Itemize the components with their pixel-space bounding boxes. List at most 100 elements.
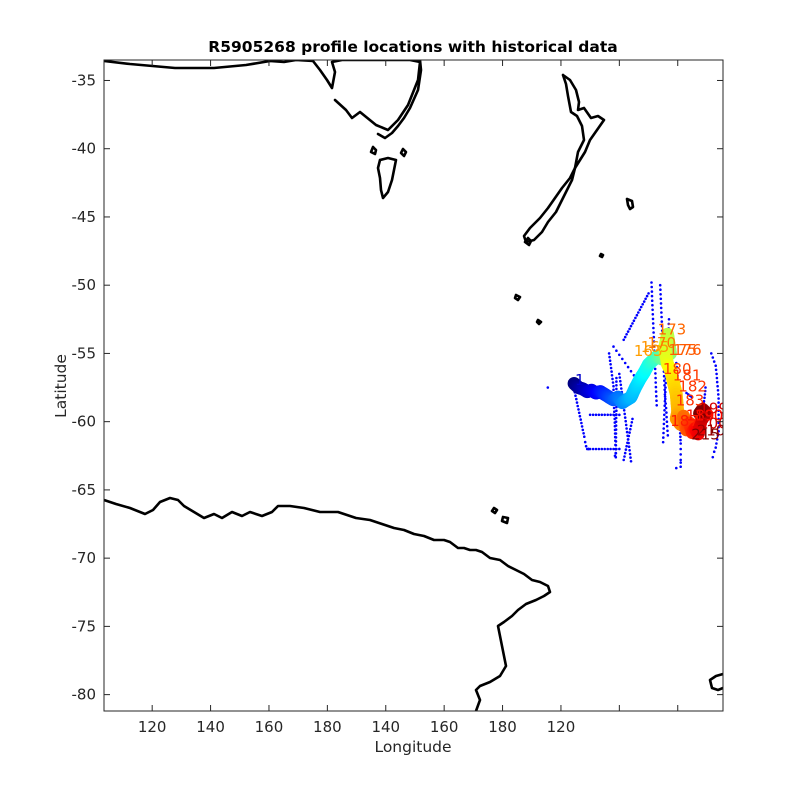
historical-point <box>632 319 636 323</box>
historical-point <box>629 324 633 328</box>
historical-point <box>634 316 637 320</box>
historical-point <box>608 359 612 363</box>
historical-point <box>664 386 667 389</box>
historical-point <box>663 409 666 412</box>
historical-point <box>667 318 671 321</box>
historical-point <box>717 405 720 409</box>
historical-point <box>711 356 715 359</box>
historical-point <box>629 456 632 459</box>
historical-point <box>651 313 655 316</box>
profile-number-label: 215 <box>691 425 720 443</box>
historical-point <box>652 344 656 348</box>
historical-point <box>639 305 643 309</box>
historical-point <box>717 409 720 413</box>
historical-point <box>674 466 678 470</box>
historical-point <box>575 401 579 404</box>
historical-point <box>659 306 663 310</box>
historical-point <box>679 465 682 469</box>
historical-point <box>715 376 719 380</box>
historical-point <box>715 372 718 376</box>
historical-point <box>582 432 585 435</box>
coastline-nz-north <box>561 73 606 170</box>
historical-point <box>717 421 720 425</box>
historical-point <box>717 393 720 396</box>
historical-point <box>618 372 621 376</box>
historical-point <box>629 369 633 373</box>
historical-point <box>660 320 664 323</box>
historical-point <box>611 377 614 381</box>
historical-point <box>591 447 595 451</box>
y-tick-label: -80 <box>72 686 97 704</box>
historical-point <box>679 458 682 462</box>
historical-point <box>623 412 626 416</box>
historical-point <box>627 445 631 449</box>
historical-point <box>580 421 583 425</box>
historical-point <box>613 454 617 458</box>
historical-point <box>610 374 614 377</box>
historical-point <box>716 434 720 437</box>
historical-point <box>597 447 601 451</box>
historical-point <box>612 447 615 451</box>
historical-point <box>655 403 659 407</box>
x-tick-label: 160 <box>255 718 284 736</box>
historical-point <box>609 413 612 417</box>
historical-point <box>600 413 604 417</box>
historical-point <box>658 283 662 287</box>
historical-point <box>665 420 669 424</box>
historical-point <box>603 447 606 451</box>
historical-point <box>615 384 618 387</box>
historical-point <box>663 379 666 383</box>
historical-point <box>597 413 601 417</box>
historical-point <box>663 413 666 417</box>
historical-point <box>574 394 577 398</box>
historical-point <box>623 335 627 339</box>
historical-point <box>638 308 642 312</box>
y-axis-label: Latitude <box>52 354 70 418</box>
historical-point <box>653 367 657 371</box>
historical-point <box>642 300 646 303</box>
profile-number-label: 173 <box>658 320 687 338</box>
historical-point <box>624 419 627 423</box>
profile-number-label: 170 <box>647 334 676 352</box>
historical-point <box>652 335 656 339</box>
historical-point <box>679 438 682 442</box>
historical-point <box>606 447 609 451</box>
historical-point <box>588 413 592 417</box>
historical-point <box>611 381 615 384</box>
historical-point <box>661 440 665 444</box>
coastline-islet-3 <box>513 293 522 302</box>
historical-point <box>618 447 621 451</box>
historical-point <box>622 409 626 412</box>
historical-point <box>635 313 639 317</box>
historical-point <box>650 281 653 284</box>
historical-point <box>630 421 634 424</box>
historical-point <box>703 396 706 400</box>
historical-point <box>618 376 622 379</box>
historical-point <box>626 441 629 445</box>
historical-point <box>645 294 649 298</box>
coastline-australia <box>104 60 422 132</box>
historical-point <box>715 380 719 384</box>
coastline-tasmania-islet-b <box>399 147 408 158</box>
historical-point <box>591 413 595 417</box>
historical-point <box>625 444 628 448</box>
historical-point <box>704 386 707 389</box>
axes-box <box>103 59 724 712</box>
historical-point <box>650 285 653 289</box>
historical-point <box>577 411 581 415</box>
historical-point <box>714 368 718 372</box>
historical-point <box>614 420 618 424</box>
historical-point <box>703 393 707 396</box>
y-tick-label: -70 <box>72 549 97 567</box>
historical-point <box>712 360 716 363</box>
profile-number-label: 190 <box>695 406 724 424</box>
historical-point <box>654 376 657 380</box>
profile-number-label: 181 <box>673 367 702 385</box>
historical-point <box>625 427 628 430</box>
historical-point <box>576 404 579 408</box>
historical-point <box>679 447 682 451</box>
historical-point <box>647 292 650 295</box>
historical-point <box>716 384 719 388</box>
chart-title: R5905268 profile locations with historic… <box>208 38 617 56</box>
historical-point <box>717 401 720 404</box>
